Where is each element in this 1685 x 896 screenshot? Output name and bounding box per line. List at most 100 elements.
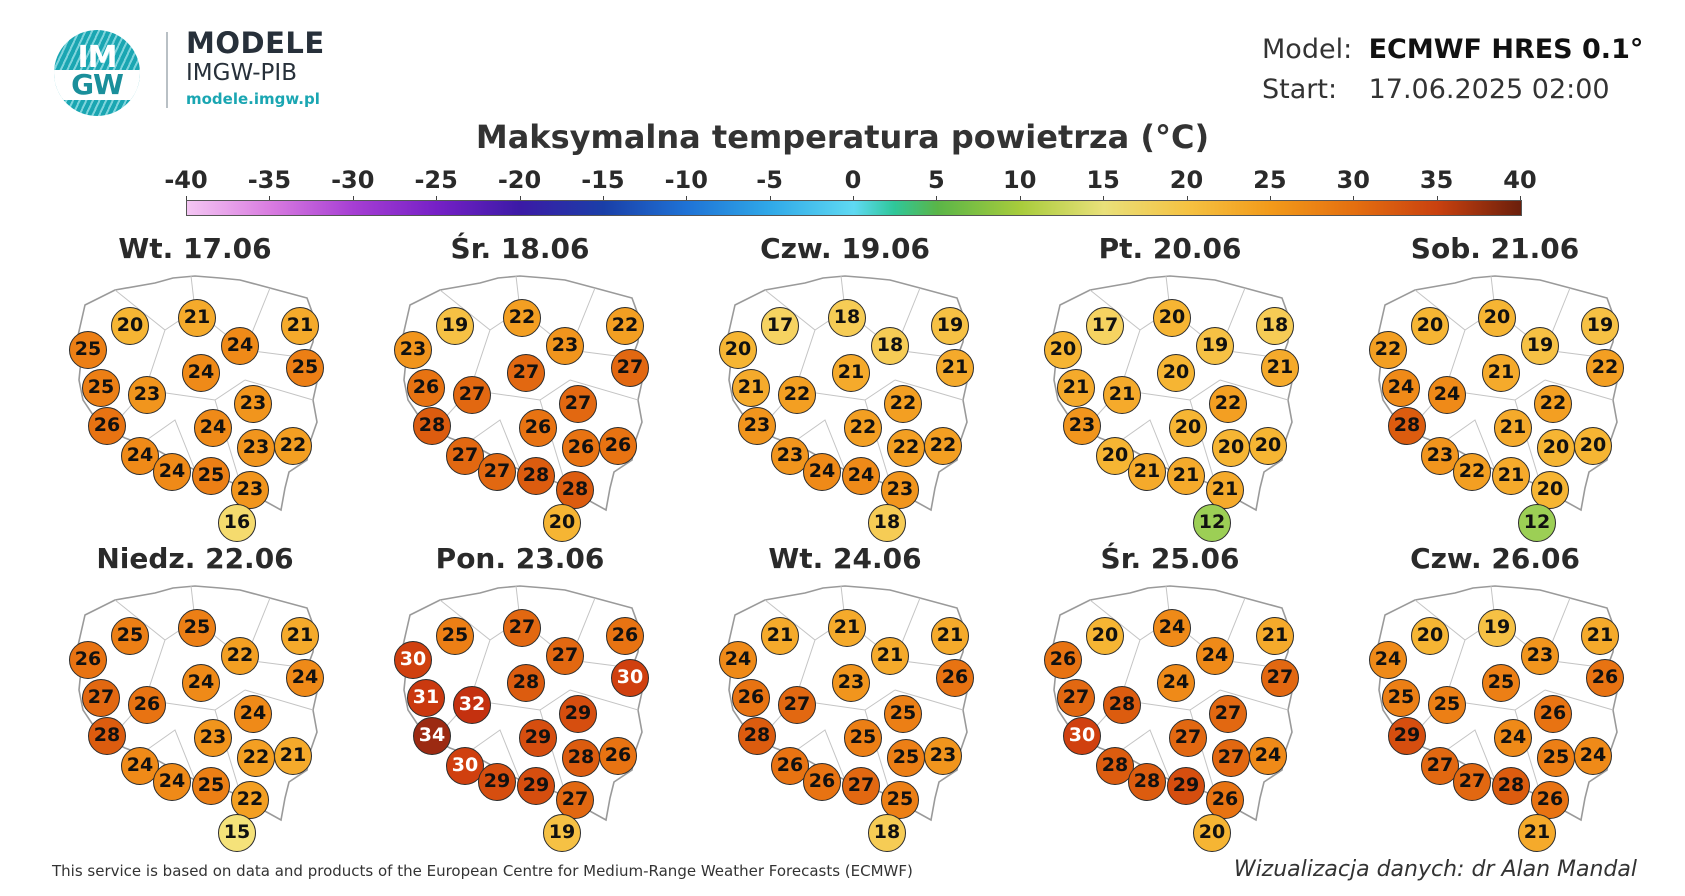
station-temperature: 17: [761, 307, 799, 345]
region-border: [790, 729, 846, 781]
scale-tick-mark: [769, 196, 771, 202]
station-temperature: 20: [1537, 429, 1575, 467]
logo-mark-top: IM: [77, 40, 117, 75]
station-temperature: 27: [778, 686, 816, 724]
logo-url[interactable]: modele.imgw.pl: [186, 90, 320, 108]
station-temperature: 25: [436, 617, 474, 655]
station-temperature: 23: [546, 327, 584, 365]
station-temperature: 24: [842, 457, 880, 495]
station-temperature: 18: [1256, 307, 1294, 345]
logo-divider: [166, 32, 168, 108]
station-temperature: 24: [153, 763, 191, 801]
station-temperature: 24: [719, 641, 757, 679]
region-border: [1219, 379, 1289, 401]
forecast-panel: Wt. 17.06 20 21 21 25 24 25 24 25 23 23 26 24 23 22 24 2…: [45, 232, 345, 542]
station-temperature: 21: [1518, 814, 1556, 852]
station-temperature: 20: [1086, 617, 1124, 655]
region-border: [1544, 689, 1614, 711]
forecast-panel: Czw. 19.06 17 18 19 20 18 21 21 21 22 22 23 22 22 22 23…: [695, 232, 995, 542]
station-temperature: 22: [274, 427, 312, 465]
station-temperature: 20: [1193, 814, 1231, 852]
model-row: Model: ECMWF HRES 0.1°: [1262, 30, 1643, 70]
station-temperature: 26: [1534, 695, 1572, 733]
scale-tick-mark: [1436, 196, 1438, 202]
station-temperature: 24: [221, 327, 259, 365]
station-temperature: 24: [286, 659, 324, 697]
scale-tick-label: 40: [1503, 166, 1537, 194]
station-temperature: 16: [218, 504, 256, 542]
scale-tick-mark: [1520, 196, 1521, 202]
station-temperature: 25: [192, 457, 230, 495]
station-temperature: 27: [453, 376, 491, 414]
forecast-panel: Czw. 26.06 20 19 21 24 23 26 25 25 25 26 29 24 25 24 27…: [1345, 542, 1645, 852]
scale-tick-label: -30: [331, 166, 375, 194]
station-temperature: 28: [1128, 763, 1166, 801]
station-temperature: 34: [413, 717, 451, 755]
station-temperature: 27: [556, 781, 594, 819]
station-temperature: 30: [611, 659, 649, 697]
region-border: [244, 689, 314, 711]
scale-tick-mark: [186, 196, 187, 202]
station-temperature: 24: [121, 747, 159, 785]
station-temperature: 18: [871, 327, 909, 365]
station-temperature: 18: [828, 299, 866, 337]
station-temperature: 25: [111, 617, 149, 655]
station-temperature: 21: [871, 637, 909, 675]
scale-tick-label: 0: [844, 166, 862, 194]
station-temperature: 22: [231, 781, 269, 819]
station-temperature: 24: [803, 453, 841, 491]
panel-date-title: Śr. 18.06: [450, 232, 590, 265]
station-temperature: 23: [738, 407, 776, 445]
station-temperature: 24: [182, 354, 220, 392]
region-border: [140, 419, 196, 471]
station-temperature: 26: [803, 763, 841, 801]
model-label: Model:: [1262, 34, 1353, 65]
forecast-panel: Sob. 21.06 20 20 19 22 19 22 21 24 24 22 28 21 20 20 23…: [1345, 232, 1645, 542]
station-temperature: 23: [237, 429, 275, 467]
station-temperature: 26: [606, 617, 644, 655]
station-temperature: 20: [1044, 331, 1082, 369]
station-temperature: 23: [832, 664, 870, 702]
station-temperature: 25: [881, 781, 919, 819]
station-temperature: 25: [286, 349, 324, 387]
forecast-panel: Pt. 20.06 17 20 18 20 19 21 20 21 21 22 23 20 20 20 20 2…: [1020, 232, 1320, 542]
station-temperature: 22: [844, 409, 882, 447]
forecast-panel: Pon. 23.06 25 27 26 30 27 30 28 31 32 29 34 29 28 26 30…: [370, 542, 670, 852]
scale-tick-label: -35: [247, 166, 292, 194]
logo-title: MODELE: [186, 26, 325, 60]
station-temperature: 27: [1453, 763, 1491, 801]
panel-date-title: Czw. 19.06: [760, 232, 930, 265]
forecast-panel: Śr. 25.06 20 24 21 26 24 27 24 27 28 27 30 27 27 24 28 2…: [1020, 542, 1320, 852]
region-border: [569, 689, 639, 711]
region-border: [894, 689, 964, 711]
station-temperature: 21: [1492, 457, 1530, 495]
scale-tick-mark: [1019, 196, 1021, 202]
scale-tick-label: -40: [164, 166, 208, 194]
station-temperature: 23: [771, 437, 809, 475]
station-temperature: 24: [1369, 641, 1407, 679]
station-temperature: 25: [82, 369, 120, 407]
station-temperature: 28: [1388, 407, 1426, 445]
station-temperature: 26: [936, 659, 974, 697]
station-temperature: 20: [1169, 409, 1207, 447]
station-temperature: 30: [446, 747, 484, 785]
station-temperature: 27: [1057, 679, 1095, 717]
scale-tick-mark: [269, 196, 271, 202]
station-temperature: 25: [69, 331, 107, 369]
station-temperature: 29: [559, 695, 597, 733]
station-temperature: 22: [1369, 331, 1407, 369]
station-temperature: 22: [221, 637, 259, 675]
station-temperature: 29: [1167, 767, 1205, 805]
station-temperature: 26: [562, 429, 600, 467]
ecmwf-attribution: This service is based on data and produc…: [52, 862, 913, 880]
region-border: [569, 379, 639, 401]
station-temperature: 26: [128, 686, 166, 724]
station-temperature: 26: [88, 407, 126, 445]
panel-date-title: Czw. 26.06: [1410, 542, 1580, 575]
station-temperature: 21: [1103, 376, 1141, 414]
station-temperature: 21: [1128, 453, 1166, 491]
station-temperature: 23: [1521, 637, 1559, 675]
station-temperature: 26: [599, 737, 637, 775]
station-temperature: 18: [868, 504, 906, 542]
station-temperature: 20: [1249, 427, 1287, 465]
